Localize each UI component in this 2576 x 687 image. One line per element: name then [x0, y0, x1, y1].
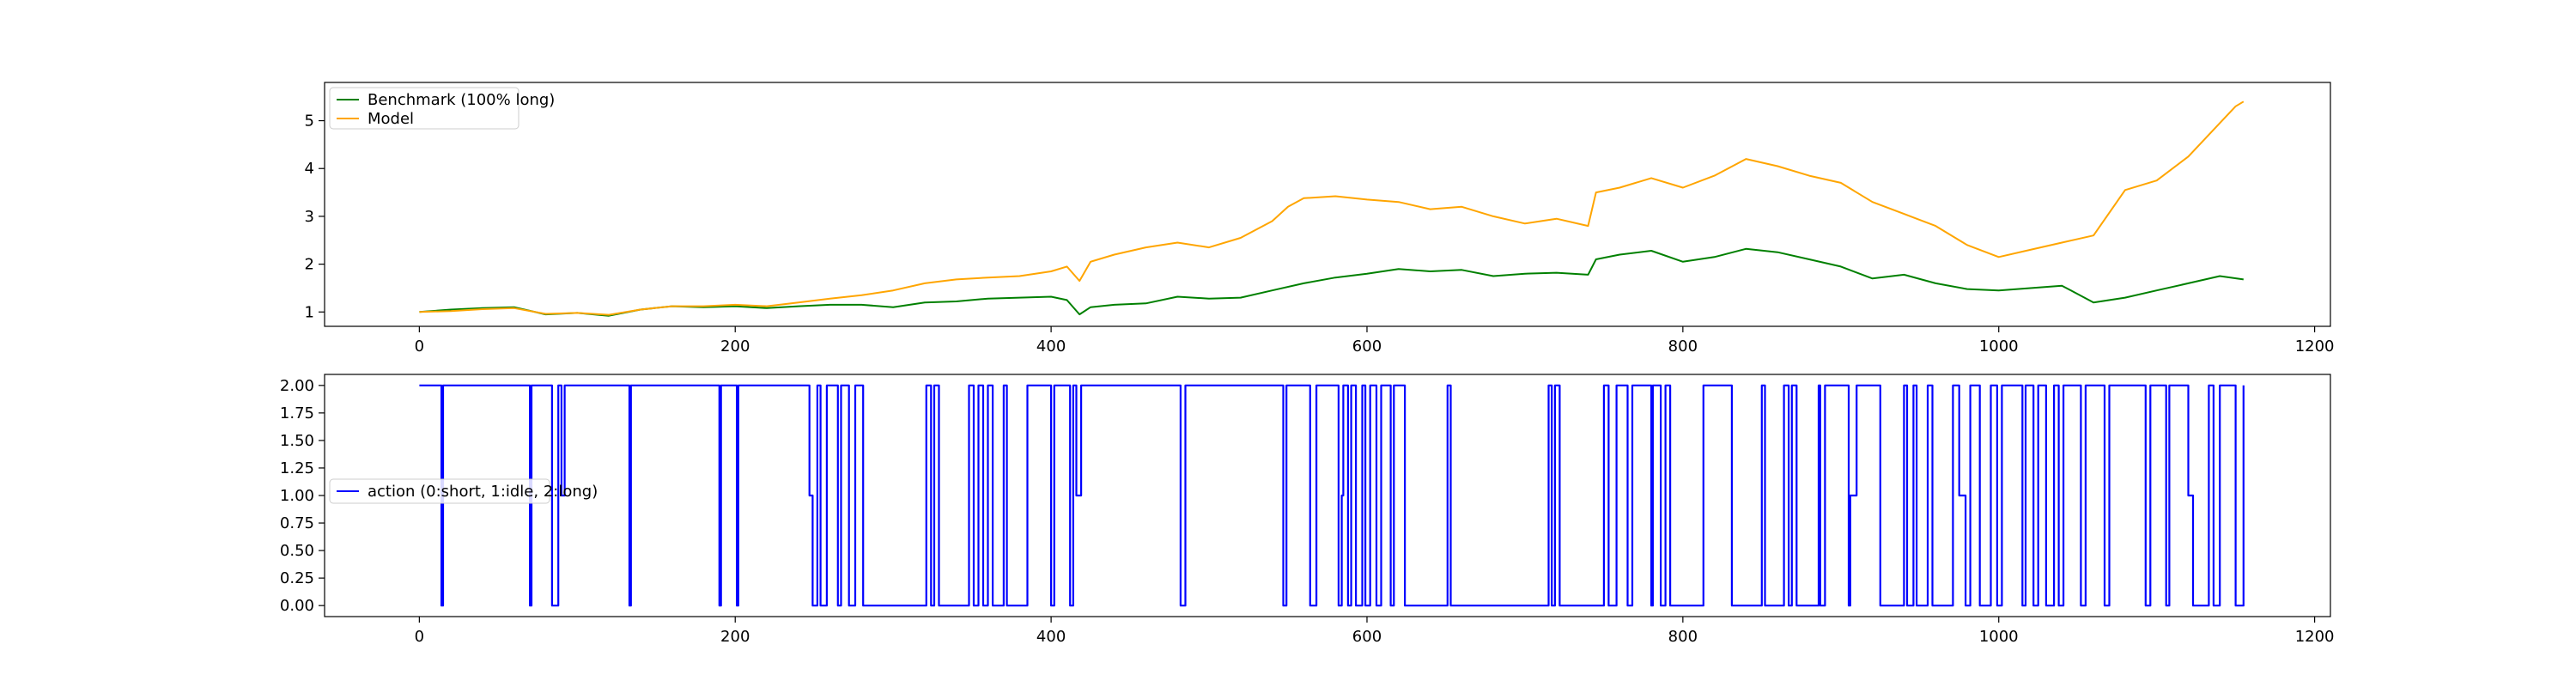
- y-tick-label: 1.50: [280, 432, 314, 450]
- plot-area-frame: [324, 82, 2331, 327]
- x-tick-label: 1000: [1979, 337, 2019, 356]
- x-tick-label: 0: [415, 337, 424, 356]
- x-tick-label: 1200: [2295, 628, 2335, 646]
- x-tick-label: 200: [720, 628, 750, 646]
- series-line-benchmark: [419, 247, 2244, 317]
- portfolio-value-chart: 0 200 400 600 800 1000 1200 1 2 3 4 5 Benchmark (10…: [305, 82, 2335, 356]
- x-tick-label: 200: [720, 337, 750, 356]
- y-tick-label: 0.75: [280, 514, 314, 532]
- legend-label-model: Model: [368, 110, 414, 128]
- legend-label-action: action (0:short, 1:idle, 2:long): [368, 483, 598, 501]
- ticks-layer: 0 200 400 600 800 1000 1200 0.00 0.25 0.50 0.75 1.0…: [280, 377, 2335, 646]
- legend: action (0:short, 1:idle, 2:long): [329, 478, 598, 504]
- plot-area-frame: [324, 374, 2331, 617]
- x-tick-label: 600: [1352, 628, 1382, 646]
- series-line-model: [419, 100, 2245, 316]
- y-tick-label: 2: [305, 256, 314, 274]
- x-tick-label: 1000: [1979, 628, 2019, 646]
- y-tick-label: 0.00: [280, 597, 314, 615]
- x-tick-label: 0: [415, 628, 424, 646]
- legend-label-benchmark: Benchmark (100% long): [368, 91, 555, 109]
- y-tick-label: 2.00: [280, 377, 314, 395]
- legend: Benchmark (100% long) Model: [329, 87, 555, 130]
- y-tick-label: 0.50: [280, 542, 314, 560]
- y-tick-label: 1.00: [280, 487, 314, 505]
- y-tick-label: 3: [305, 208, 314, 226]
- x-tick-label: 400: [1036, 628, 1066, 646]
- y-tick-label: 5: [305, 112, 314, 131]
- x-tick-label: 800: [1668, 628, 1698, 646]
- action-chart: 0 200 400 600 800 1000 1200 0.00 0.25 0.50 0.75 1.0…: [280, 374, 2335, 646]
- legend-frame: [329, 478, 550, 504]
- y-tick-label: 0.25: [280, 569, 314, 587]
- x-tick-label: 400: [1036, 337, 1066, 356]
- legend-frame: [329, 87, 519, 130]
- x-tick-label: 1200: [2295, 337, 2335, 356]
- y-tick-label: 1.25: [280, 459, 314, 477]
- y-tick-label: 1: [305, 303, 314, 321]
- y-tick-label: 4: [305, 160, 314, 178]
- series-layer: [419, 384, 2245, 607]
- x-tick-label: 800: [1668, 337, 1698, 356]
- series-line-action: [419, 384, 2245, 607]
- y-tick-label: 1.75: [280, 404, 314, 423]
- ticks-layer: 0 200 400 600 800 1000 1200 1 2 3 4 5: [305, 112, 2335, 356]
- x-tick-label: 600: [1352, 337, 1382, 356]
- series-layer: [419, 100, 2245, 317]
